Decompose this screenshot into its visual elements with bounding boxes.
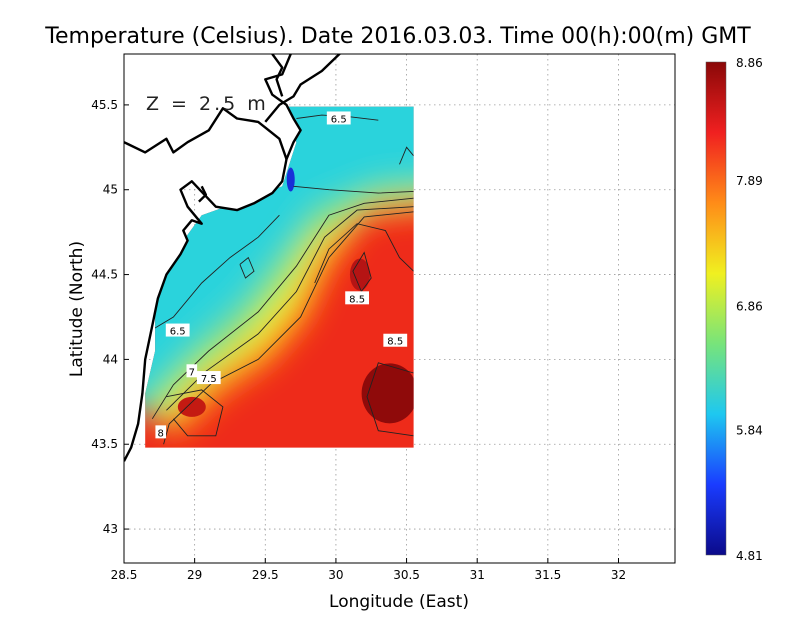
- cold-pocket: [286, 167, 295, 192]
- y-axis-label: Latitude (North): [67, 241, 87, 377]
- colorbar: [705, 61, 727, 556]
- contour-line: [399, 146, 414, 165]
- contour-line: [314, 223, 414, 284]
- y-axis-ticks: 43 43.5 44 44.5 45 45.5: [91, 98, 129, 536]
- land-mask: [124, 54, 306, 462]
- warm-core: [349, 258, 370, 291]
- y-tick-label: 43.5: [91, 437, 118, 451]
- coastline-segment: [271, 54, 284, 97]
- contour-label-bg: [345, 291, 370, 305]
- contour-line: [293, 185, 414, 194]
- land-area: [124, 54, 301, 462]
- contour-label: 7: [189, 367, 195, 378]
- warm-core: [177, 396, 206, 417]
- x-tick-label: 31.5: [534, 568, 561, 582]
- colorbar-tick-label: 4.81: [736, 549, 763, 563]
- x-axis-label: Longitude (East): [329, 592, 469, 612]
- contour-line: [166, 389, 224, 437]
- coastline-segment: [264, 54, 342, 123]
- colorbar-tick-label: 8.86: [736, 56, 763, 70]
- x-tick-label: 30.5: [393, 568, 420, 582]
- x-tick-label: 28.5: [111, 568, 138, 582]
- x-tick-label: 31: [470, 568, 485, 582]
- y-tick-label: 44.5: [91, 268, 118, 282]
- x-tick-label: 29.5: [252, 568, 279, 582]
- x-tick-label: 29: [187, 568, 202, 582]
- land-area: [276, 54, 306, 68]
- chart-title: Temperature (Celsius). Date 2016.03.03. …: [44, 24, 751, 49]
- x-tick-label: 32: [611, 568, 626, 582]
- colorbar-labels: 8.86 7.89 6.86 5.84 4.81: [736, 56, 763, 563]
- contour-label: 6.5: [170, 327, 186, 338]
- contour-line: [366, 362, 414, 437]
- contour-label: 8.5: [349, 294, 365, 305]
- colorbar-tick-label: 6.86: [736, 299, 763, 313]
- contour-line: [151, 197, 414, 420]
- contour-label-bg: [186, 364, 198, 378]
- contour-label-bg: [383, 333, 408, 347]
- contour-labels: 6.5 8.5 8.5 6.5 7 7.5 8: [155, 111, 408, 439]
- x-tick-label: 30: [328, 568, 343, 582]
- contour-label-bg: [165, 323, 190, 337]
- contour-label-bg: [196, 371, 221, 385]
- plot-frame: [123, 53, 676, 564]
- y-tick-label: 45: [103, 183, 118, 197]
- contour-label: 6.5: [331, 114, 347, 125]
- x-axis-ticks: 28.5 29 29.5 30 30.5 31 31.5 32: [111, 558, 626, 582]
- warm-core: [361, 363, 414, 424]
- contour-label-bg: [326, 111, 351, 125]
- y-tick-label: 45.5: [91, 98, 118, 112]
- contour-label: 8: [158, 428, 164, 439]
- coastline: [124, 54, 342, 462]
- depth-annotation: Z = 2.5 m: [146, 93, 269, 115]
- colorbar-tick-label: 7.89: [736, 174, 763, 188]
- coastline-segment: [198, 185, 208, 203]
- colorbar-tick-label: 5.84: [736, 424, 763, 438]
- coastline-segment: [124, 107, 288, 160]
- contour-line: [145, 214, 280, 335]
- contour-line: [239, 256, 255, 279]
- contour-label: 8.5: [387, 337, 403, 348]
- contour-line: [352, 251, 372, 292]
- y-tick-label: 44: [103, 352, 118, 366]
- y-tick-label: 43: [103, 522, 118, 536]
- contour-label: 7.5: [201, 374, 217, 385]
- coastline-segment: [124, 54, 302, 462]
- contour-label-bg: [155, 425, 167, 439]
